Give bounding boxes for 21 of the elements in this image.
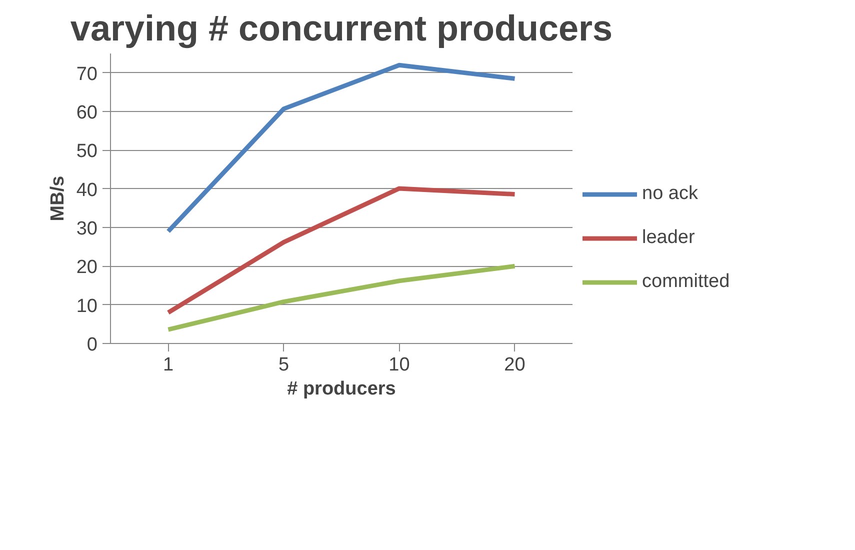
legend-label: leader <box>642 227 695 249</box>
x-tick-label: 5 <box>278 354 290 376</box>
y-axis-title: MB/s <box>47 176 68 222</box>
chart-title: varying # concurrent producers <box>70 8 613 48</box>
y-tick-label: 60 <box>76 102 98 124</box>
y-tick-label: 50 <box>76 141 98 162</box>
x-tick-label: 10 <box>388 354 410 376</box>
y-tick-label: 30 <box>76 218 98 240</box>
line-series <box>166 186 517 315</box>
x-tick-label: 20 <box>504 354 526 376</box>
x-tick-label: 1 <box>162 354 174 376</box>
y-tick-label: 0 <box>86 334 98 356</box>
legend-label: committed <box>642 271 730 293</box>
x-axis-title: # producers <box>287 378 396 400</box>
y-tick-label: 40 <box>76 180 98 201</box>
y-tick-label: 20 <box>76 257 98 278</box>
legend-label: no ack <box>642 183 698 205</box>
line-series <box>166 264 517 332</box>
y-tick-label: 10 <box>76 296 98 317</box>
y-tick-label: 70 <box>76 64 98 85</box>
line-series <box>166 62 517 234</box>
